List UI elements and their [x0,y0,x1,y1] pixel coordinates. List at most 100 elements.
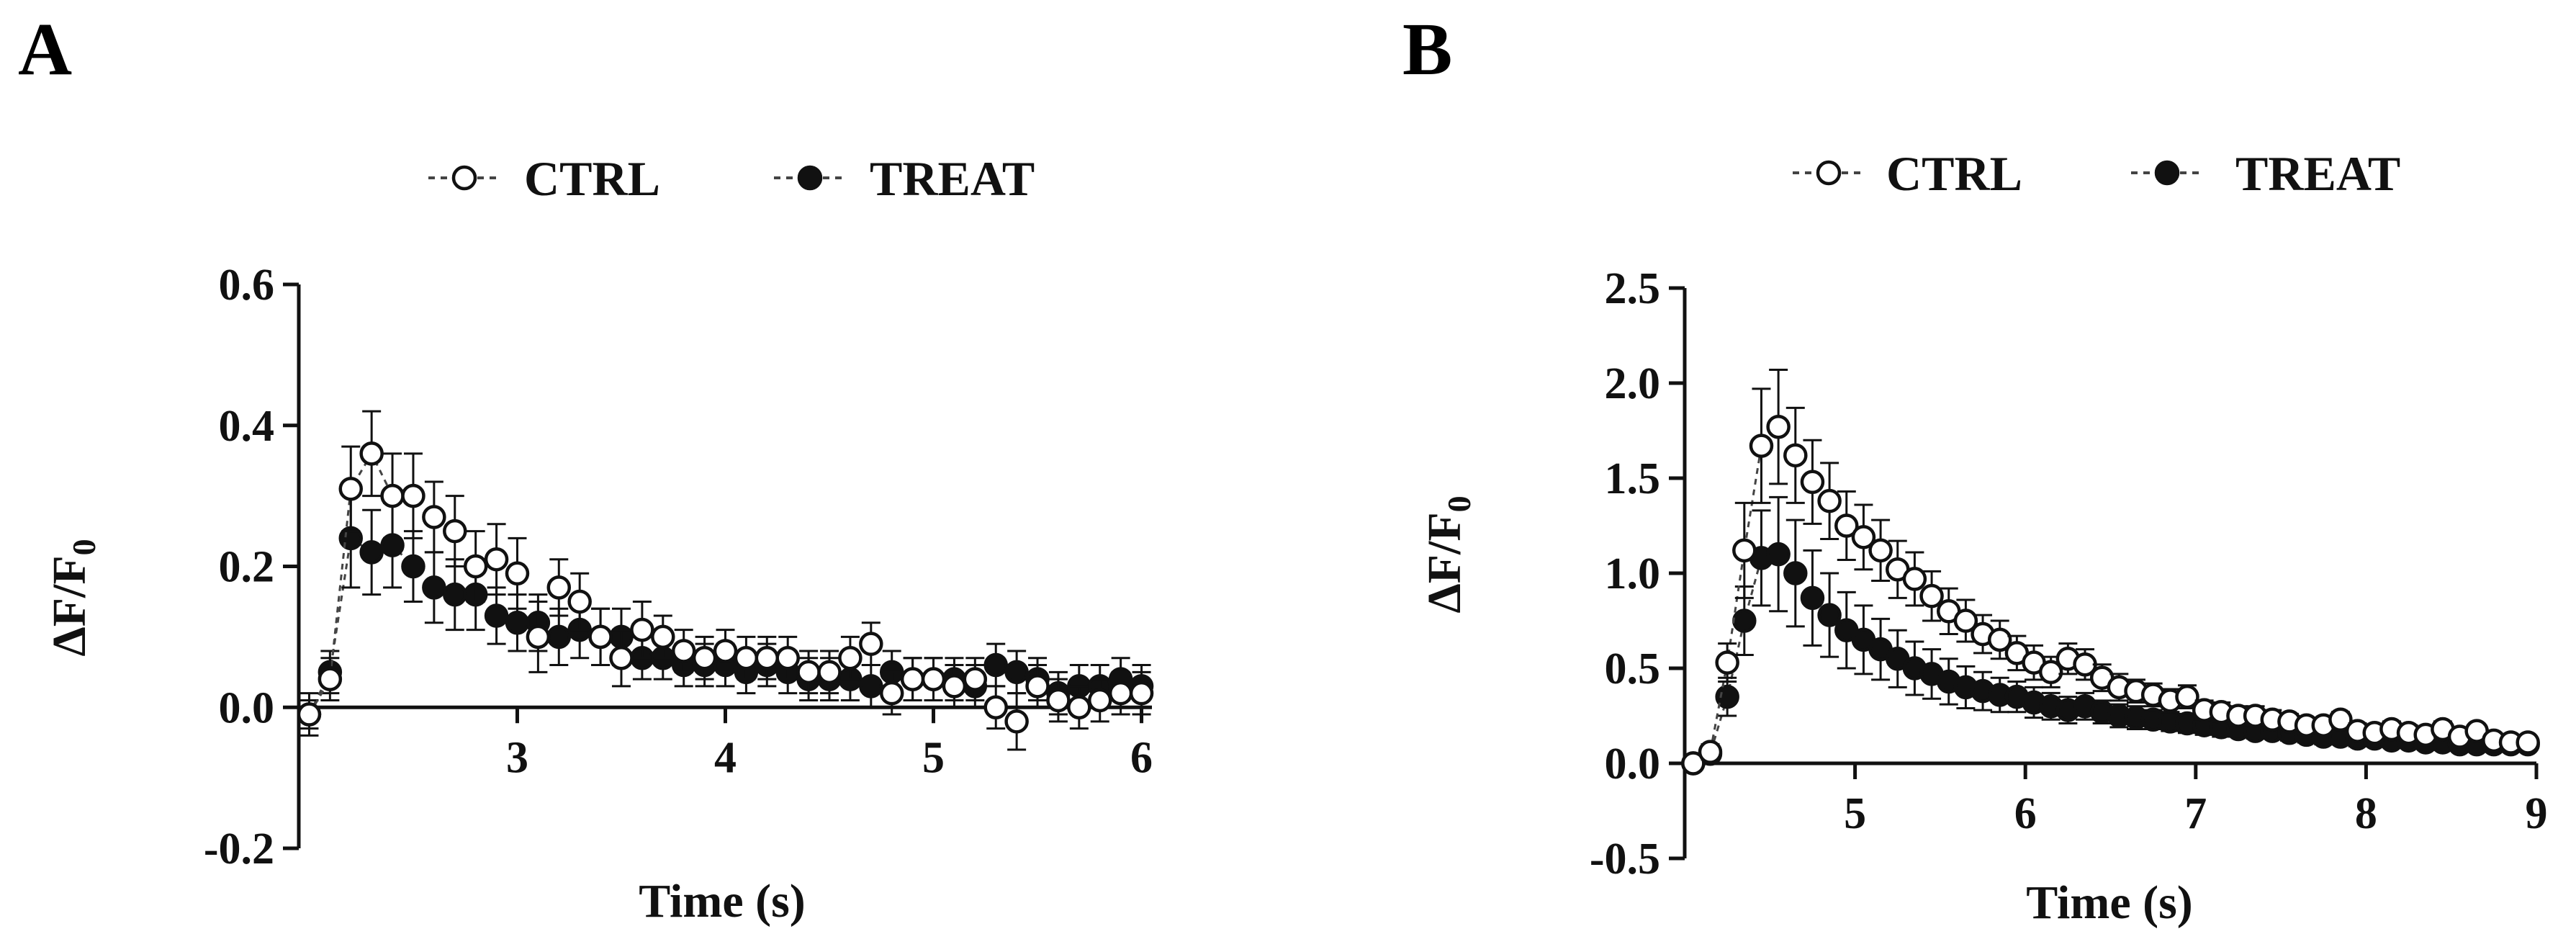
series-connector-treat-a [308,536,415,715]
data-point-treat [443,582,467,607]
data-point-ctrl [1025,674,1050,699]
data-point-ctrl [983,695,1008,719]
y-axis-title-b-sub: 0 [1441,495,1477,512]
data-point-ctrl [651,624,675,650]
data-point-ctrl [1953,609,1978,633]
y-tick-label-a: -0.2 [204,825,274,874]
data-point-ctrl [1902,567,1927,591]
data-point-ctrl [359,441,384,466]
y-axis-title-a-sub: 0 [66,539,102,555]
x-tick-label-b: 6 [2014,789,2037,838]
y-tick-label-b: 2.5 [1605,264,1661,313]
data-point-ctrl [838,645,863,670]
data-point-treat [505,611,530,635]
panel-label-a: A [18,8,72,91]
legend-a-ctrl-label: CTRL [524,151,660,206]
data-point-ctrl [2516,730,2540,755]
plot-b: -0.5 0.0 0.5 1.0 1.5 2.0 2.5 5 6 7 8 9 [1590,264,2548,884]
data-point-ctrl [443,518,467,544]
data-point-treat [1783,561,1808,585]
legend-a-treat-label: TREAT [870,151,1035,206]
data-point-ctrl [1919,583,1944,609]
data-point-ctrl [1681,751,1706,776]
data-point-ctrl [297,702,322,727]
legend-b: CTRL TREAT [1793,146,2400,201]
data-point-ctrl [2328,707,2353,732]
svg-text:ΔF/F0: ΔF/F0 [43,539,102,656]
data-point-ctrl [817,660,842,685]
data-point-ctrl [1046,688,1071,713]
data-point-ctrl [796,660,821,685]
data-point-ctrl [2175,684,2199,709]
data-point-ctrl [692,645,717,670]
data-point-treat [1766,542,1791,567]
data-point-ctrl [567,589,592,614]
data-point-ctrl [963,667,988,691]
series-connector-ctrl-b [1692,426,1780,765]
panel-label-b: B [1402,8,1452,91]
data-point-treat [1732,609,1757,633]
data-point-treat [983,652,1008,678]
data-point-ctrl [463,554,488,579]
data-point-ctrl [546,575,572,600]
data-point-treat [484,603,509,628]
data-point-ctrl [588,624,613,650]
data-point-ctrl [505,561,530,586]
data-point-ctrl [1766,414,1791,439]
data-point-ctrl [942,674,967,699]
data-point-ctrl [2038,660,2063,685]
data-point-ctrl [609,645,634,670]
data-point-ctrl [1108,681,1133,706]
data-point-ctrl [318,667,343,691]
data-point-ctrl [1067,695,1091,719]
x-tick-label-a: 5 [922,733,945,782]
data-point-ctrl [1087,688,1112,713]
legend-a-treat-marker [797,165,823,191]
y-tick-label-a: 0.4 [219,402,275,451]
x-tick-label-a: 3 [506,733,528,782]
series-ctrl-a [297,410,1154,751]
data-point-treat [859,674,883,699]
data-point-ctrl [900,667,925,691]
data-point-treat [422,575,446,600]
legend-a: CTRL TREAT [428,151,1035,206]
legend-b-ctrl-label: CTRL [1886,146,2022,201]
data-point-ctrl [1868,538,1893,563]
data-point-ctrl [526,624,551,650]
y-axis-title-b-main: ΔF/F [1418,512,1471,613]
data-point-treat [1817,603,1842,627]
y-axis-title-a-main: ΔF/F [43,555,96,656]
data-point-ctrl [422,505,446,529]
data-point-ctrl [1004,709,1029,734]
data-point-ctrl [1851,525,1876,549]
svg-text:ΔF/F0: ΔF/F0 [1418,495,1477,613]
data-point-treat [1004,660,1029,685]
y-tick-label-b: 1.5 [1605,454,1661,503]
data-point-treat [401,554,425,579]
data-point-ctrl [1987,627,2012,652]
legend-b-ctrl-marker [1816,160,1842,186]
y-tick-label-a: 0.6 [219,261,275,310]
data-point-ctrl [630,617,654,642]
series-ctrl-b [1681,369,2540,776]
x-tick-label-b: 8 [2355,789,2377,838]
data-point-ctrl [671,639,696,663]
data-point-ctrl [1783,443,1808,468]
plot-a: -0.2 0.0 0.2 0.4 0.6 3 4 5 6 [204,261,1154,874]
data-point-ctrl [921,667,946,691]
x-tick-label-b: 7 [2184,789,2207,838]
x-tick-label-b: 9 [2526,789,2548,838]
data-point-ctrl [879,681,904,706]
data-point-ctrl [1749,434,1774,458]
legend-a-ctrl-marker [451,165,477,191]
data-point-ctrl [484,547,509,572]
y-axis-title-b: ΔF/F0 [1418,495,1477,613]
legend-b-treat-label: TREAT [2235,146,2400,201]
data-point-ctrl [1732,538,1757,563]
x-tick-label-a: 4 [714,733,737,782]
data-point-ctrl [1800,470,1825,495]
x-axis-title-b: Time (s) [2026,876,2193,929]
data-point-ctrl [1817,488,1842,513]
data-point-ctrl [1834,513,1859,538]
